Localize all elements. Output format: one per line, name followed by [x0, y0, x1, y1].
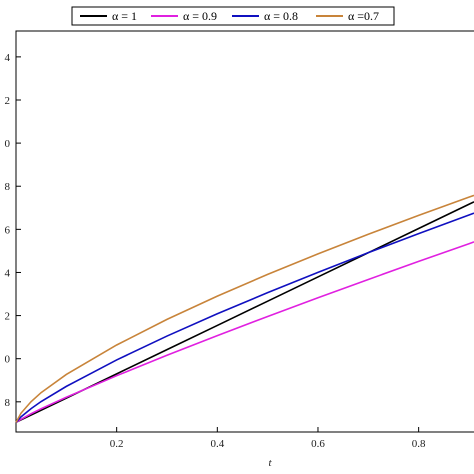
y-tick-label: 4	[5, 52, 11, 64]
legend: α = 1 α = 0.9 α = 0.8 α =0.7	[71, 6, 395, 26]
x-axis-title: t	[268, 457, 272, 469]
ticks-layer: 0.2 0.4 0.6 0.8 4 2 0 8 6 4 2 0 8	[5, 52, 427, 450]
series-line-4	[15, 194, 474, 423]
series-line-3	[15, 212, 474, 423]
legend-label-1: α = 1	[112, 9, 137, 23]
y-tick-label: 8	[5, 181, 11, 193]
y-tick-label: 2	[5, 311, 11, 323]
y-tick-label: 0	[5, 354, 11, 366]
y-tick-label: 8	[5, 397, 11, 409]
y-tick-label: 4	[5, 267, 11, 279]
series-layer	[15, 194, 474, 424]
series-line-1	[15, 201, 474, 424]
x-tick-label: 0.8	[412, 438, 426, 450]
y-tick-label: 6	[5, 224, 11, 236]
x-tick-label: 0.2	[110, 438, 124, 450]
series-line-2	[15, 241, 474, 424]
x-tick-label: 0.4	[210, 438, 224, 450]
legend-label-4: α =0.7	[348, 9, 379, 23]
x-tick-label: 0.6	[311, 438, 325, 450]
legend-label-3: α = 0.8	[264, 9, 298, 23]
legend-label-2: α = 0.9	[183, 9, 217, 23]
y-tick-label: 0	[5, 138, 11, 150]
plot-frame	[15, 30, 474, 433]
y-tick-label: 2	[5, 95, 11, 107]
